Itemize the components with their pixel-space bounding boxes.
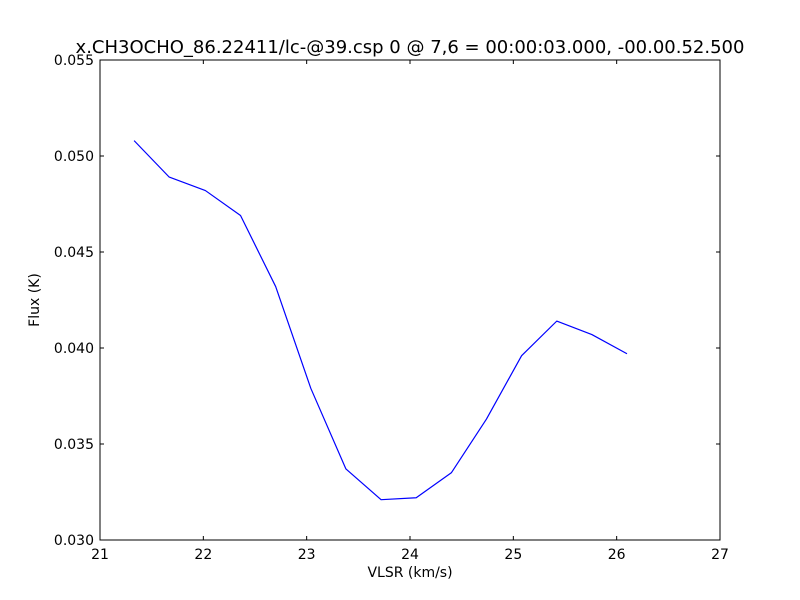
x-tick-label: 21 (91, 547, 109, 563)
tick-layer: 21 22 23 24 25 26 27 0.030 0.035 0.040 0.045 0.050 0… (54, 53, 729, 563)
y-tick-label: 0.045 (54, 245, 94, 261)
plot-frame (99, 59, 721, 541)
y-tick-label: 0.030 (54, 533, 94, 549)
series-line-0 (133, 140, 628, 501)
x-tick-label: 26 (608, 547, 626, 563)
x-tick-label: 24 (401, 547, 419, 563)
y-tick-label: 0.035 (54, 437, 94, 453)
x-tick-label: 25 (504, 547, 522, 563)
x-axis-label: VLSR (km/s) (367, 565, 452, 581)
plot-area (100, 60, 720, 540)
chart-title: x.CH3OCHO_86.22411/lc-@39.csp 0 @ 7,6 = … (76, 37, 745, 58)
y-axis-label: Flux (K) (27, 273, 43, 327)
y-tick-label: 0.040 (54, 341, 94, 357)
y-tick-label: 0.055 (54, 53, 94, 69)
x-tick-label: 23 (298, 547, 316, 563)
y-tick-label: 0.050 (54, 149, 94, 165)
data-layer (133, 140, 628, 501)
x-tick-label: 22 (194, 547, 212, 563)
x-tick-label: 27 (711, 547, 729, 563)
